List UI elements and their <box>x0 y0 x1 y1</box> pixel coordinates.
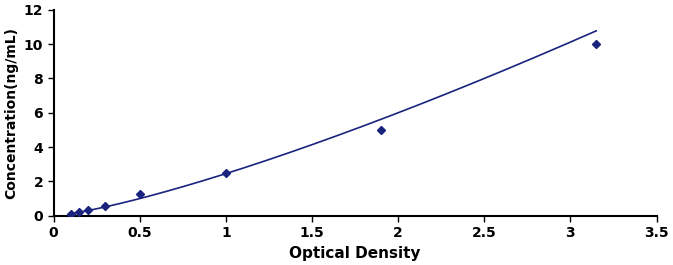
X-axis label: Optical Density: Optical Density <box>289 246 421 261</box>
Y-axis label: Concentration(ng/mL): Concentration(ng/mL) <box>4 27 18 199</box>
